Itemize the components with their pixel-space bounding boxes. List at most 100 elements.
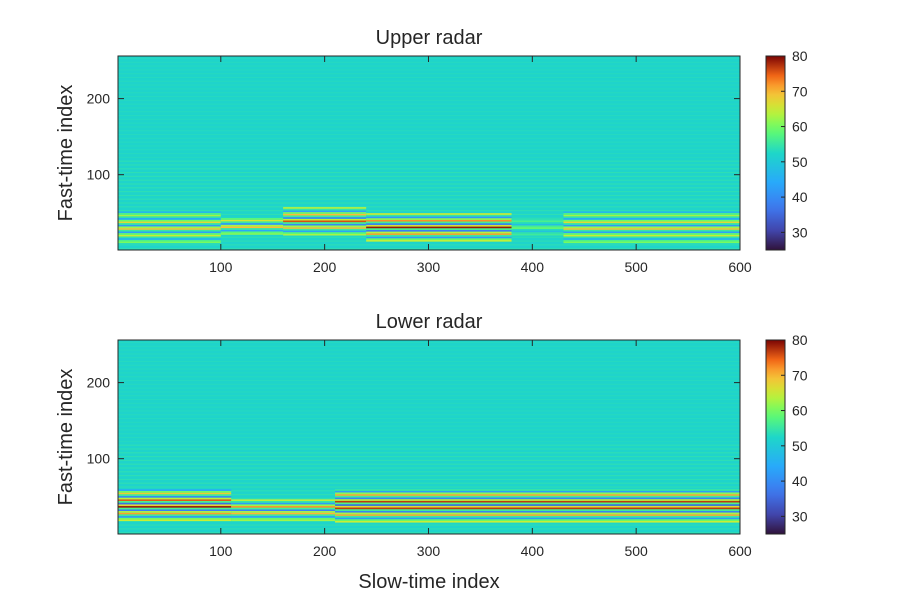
heatmap-band-row [231, 519, 336, 522]
lower-colorbar: 30 40 50 60 70 80 [765, 332, 808, 535]
heatmap-stripe [118, 410, 740, 412]
heatmap-stripe [118, 168, 740, 170]
heatmap-band-row [231, 506, 336, 508]
heatmap-band-row [118, 214, 221, 217]
heatmap-band-row [511, 232, 564, 234]
heatmap-band-row [563, 233, 740, 235]
heatmap-band-row [220, 221, 284, 224]
colorbar-tick-label: 70 [792, 83, 808, 99]
heatmap-band-row [335, 510, 740, 513]
colorbar-tick-label: 50 [792, 438, 808, 454]
heatmap-band-row [118, 228, 221, 230]
heatmap-stripe [118, 345, 740, 347]
heatmap-stripe [118, 360, 740, 363]
heatmap-band-row [231, 507, 336, 510]
heatmap-band-row [220, 233, 284, 235]
heatmap-band-row [511, 218, 564, 221]
lower-xticks: 100 200 300 400 500 600 [209, 340, 752, 559]
heatmap-band-row [283, 218, 367, 221]
heatmap-band-row [335, 489, 740, 491]
heatmap-stripe [118, 456, 740, 458]
heatmap-stripe [118, 57, 740, 60]
heatmap-stripe [118, 114, 740, 117]
heatmap-stripe [118, 210, 740, 212]
heatmap-band-row [220, 224, 284, 227]
heatmap-stripe [118, 368, 740, 370]
heatmap-stripe [118, 486, 740, 488]
heatmap-band-row [220, 226, 284, 229]
heatmap-band-row [511, 220, 564, 223]
heatmap-stripe [118, 425, 740, 427]
heatmap-band-row [366, 223, 512, 225]
heatmap-stripe [118, 406, 740, 408]
heatmap-band-row [283, 220, 367, 223]
heatmap-stripe [118, 88, 740, 90]
heatmap-band-row [563, 223, 740, 225]
heatmap-stripe [118, 153, 740, 155]
heatmap-stripe [118, 402, 740, 404]
heatmap-band-row [563, 234, 740, 237]
heatmap-band-row [118, 512, 232, 515]
heatmap-band-row [118, 219, 221, 222]
heatmap-band-row [366, 216, 512, 219]
heatmap-band-row [563, 229, 740, 232]
heatmap-band-row [283, 207, 367, 209]
heatmap-band-row [118, 226, 221, 229]
x-tick-label: 200 [313, 259, 337, 275]
colorbar-gradient [765, 55, 786, 251]
heatmap-band-row [231, 512, 336, 515]
heatmap-band-row [220, 231, 284, 234]
heatmap-stripe [118, 122, 740, 124]
heatmap-band-row [511, 225, 564, 228]
heatmap-stripe [118, 463, 740, 465]
heatmap-stripe [118, 80, 740, 82]
heatmap-band-row [563, 226, 740, 229]
heatmap-stripe [118, 202, 740, 204]
heatmap-stripe [118, 467, 740, 469]
heatmap-stripe [118, 349, 740, 351]
heatmap-band-row [335, 499, 740, 501]
x-tick-label: 400 [521, 259, 545, 275]
heatmap-band-row [366, 228, 512, 230]
heatmap-stripe [118, 175, 740, 177]
heatmap-stripe [118, 103, 740, 105]
heatmap-band-row [511, 230, 564, 233]
x-tick-label: 100 [209, 543, 233, 559]
heatmap-band-row [283, 225, 367, 228]
heatmap-band-row [118, 239, 221, 242]
upper-title: Upper radar [376, 27, 483, 49]
upper-colorbar: 30 40 50 60 70 80 [765, 48, 808, 251]
heatmap-band-row [563, 216, 740, 219]
heatmap-stripe [118, 137, 740, 139]
heatmap-band-row [220, 218, 284, 220]
x-tick-label: 100 [209, 259, 233, 275]
heatmap-stripe [118, 524, 740, 526]
heatmap-band-row [118, 224, 221, 227]
heatmap-stripe [118, 198, 740, 200]
heatmap-band-row [335, 520, 740, 523]
heatmap-band-row [335, 494, 740, 496]
heatmap-stripe [118, 379, 740, 382]
heatmap-band-row [118, 236, 221, 239]
colorbar-tick-label: 30 [792, 508, 808, 524]
colorbar-tick-label: 50 [792, 154, 808, 170]
heatmap-stripe [118, 459, 740, 461]
heatmap-band-row [118, 511, 232, 513]
x-tick-label: 500 [624, 259, 648, 275]
heatmap-band-row [283, 232, 367, 234]
x-tick-label: 500 [624, 543, 648, 559]
x-tick-label: 600 [728, 259, 752, 275]
heatmap-stripe [118, 452, 740, 454]
heatmap-stripe [118, 528, 740, 530]
heatmap-band-row [563, 238, 740, 240]
heatmap-band-row [118, 218, 221, 220]
heatmap-band-row [563, 236, 740, 239]
heatmap-stripe [118, 387, 740, 389]
heatmap-stripe [118, 92, 740, 94]
heatmap-band-row [283, 233, 367, 236]
heatmap-stripe [118, 191, 740, 193]
heatmap-band-row [283, 217, 367, 219]
heatmap-stripe [118, 341, 740, 344]
heatmap-band-row [231, 500, 336, 503]
